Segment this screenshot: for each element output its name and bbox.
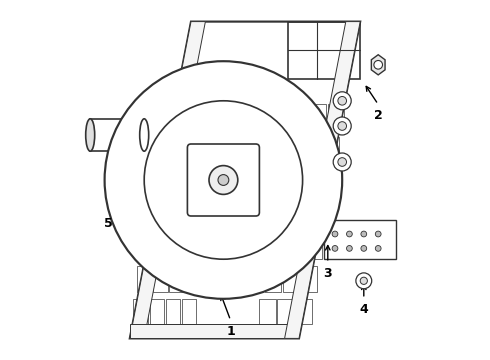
Text: 5: 5 [104,217,113,230]
Text: 2: 2 [374,109,383,122]
Circle shape [332,246,338,251]
Polygon shape [324,220,396,259]
Circle shape [144,101,303,259]
Polygon shape [371,55,385,75]
Text: 3: 3 [323,267,332,280]
Polygon shape [130,324,299,338]
Polygon shape [285,22,360,338]
FancyBboxPatch shape [187,144,259,216]
Ellipse shape [86,119,95,151]
Circle shape [356,273,372,289]
Circle shape [346,231,352,237]
Polygon shape [130,22,360,338]
Circle shape [346,246,352,251]
Circle shape [104,61,342,299]
Circle shape [333,92,351,110]
Circle shape [338,158,346,166]
FancyBboxPatch shape [171,85,196,110]
Circle shape [375,231,381,237]
Polygon shape [90,119,144,151]
Circle shape [338,96,346,105]
Circle shape [332,231,338,237]
Circle shape [375,246,381,251]
Polygon shape [202,158,245,202]
Text: 4: 4 [360,303,368,316]
Circle shape [360,277,368,284]
Ellipse shape [140,119,148,151]
Circle shape [209,166,238,194]
Circle shape [333,117,351,135]
Text: 1: 1 [226,325,235,338]
Circle shape [374,60,383,69]
Circle shape [333,153,351,171]
Circle shape [218,175,229,185]
Circle shape [361,246,367,251]
Circle shape [338,122,346,130]
Polygon shape [130,22,205,338]
Circle shape [361,231,367,237]
